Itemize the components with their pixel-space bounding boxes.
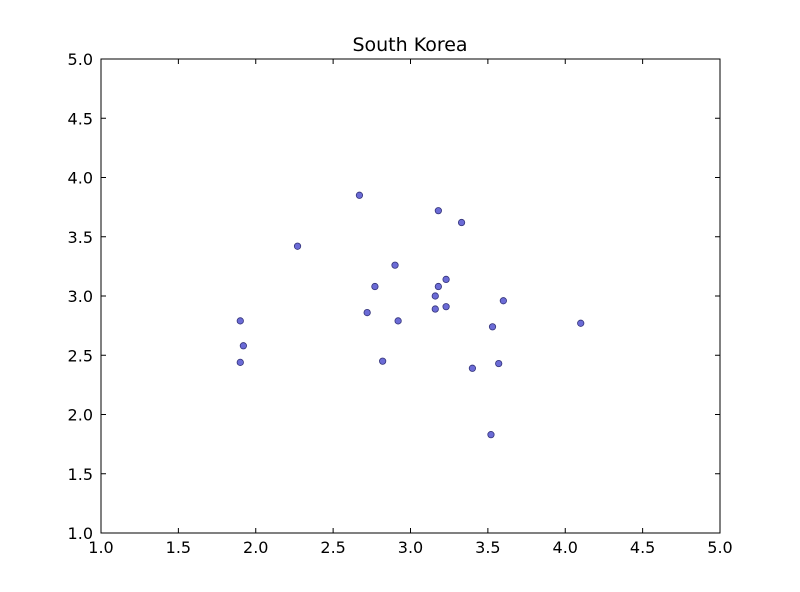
scatter-point bbox=[371, 282, 379, 291]
scatter-point bbox=[236, 317, 244, 325]
x-tick-label: 4.0 bbox=[553, 538, 578, 557]
ticks-layer: 1.0 1.5 2.0 2.5 3.0 3.5 4.0 4.5 5.0 1.0 1.5 2.0 2.5 3… bbox=[68, 50, 733, 557]
x-tick-label: 5.0 bbox=[707, 538, 732, 557]
scatter-point bbox=[495, 359, 503, 368]
x-tick-label: 2.0 bbox=[243, 538, 268, 557]
scatter-point bbox=[434, 207, 442, 215]
y-tick-label: 3.0 bbox=[68, 287, 93, 306]
scatter-point bbox=[442, 275, 450, 284]
scatter-point bbox=[394, 317, 402, 325]
y-tick-label: 2.0 bbox=[68, 406, 93, 425]
scatter-point bbox=[488, 323, 497, 331]
scatter-point bbox=[239, 342, 247, 350]
scatter-point bbox=[434, 282, 442, 291]
plot-frame bbox=[100, 58, 721, 534]
scatter-point bbox=[355, 191, 364, 199]
y-tick-label: 5.0 bbox=[68, 50, 93, 69]
x-tick-label: 1.0 bbox=[88, 538, 113, 557]
x-tick-label: 2.5 bbox=[320, 538, 345, 557]
scatter-point bbox=[499, 297, 507, 305]
chart-title: South Korea bbox=[352, 34, 467, 56]
y-tick-label: 1.0 bbox=[68, 524, 93, 543]
y-tick-label: 1.5 bbox=[68, 465, 93, 484]
scatter-point bbox=[363, 308, 371, 317]
scatter-point bbox=[577, 319, 585, 327]
scatter-point bbox=[391, 261, 399, 269]
scatter-point bbox=[442, 303, 450, 311]
x-tick-label: 3.5 bbox=[475, 538, 500, 557]
y-tick-label: 2.5 bbox=[68, 346, 93, 365]
points-layer bbox=[236, 191, 585, 439]
scatter-point bbox=[236, 358, 244, 366]
scatter-point bbox=[431, 292, 439, 300]
scatter-point bbox=[487, 431, 495, 439]
y-tick-label: 3.5 bbox=[68, 228, 93, 247]
y-tick-label: 4.5 bbox=[68, 109, 93, 128]
scatter-point bbox=[468, 364, 476, 372]
scatter-point bbox=[431, 305, 439, 313]
scatter-point bbox=[457, 218, 466, 227]
x-tick-label: 1.5 bbox=[166, 538, 191, 557]
scatter-point bbox=[293, 242, 302, 250]
y-tick-label: 4.0 bbox=[68, 169, 93, 188]
x-tick-label: 3.0 bbox=[398, 538, 423, 557]
scatter-point bbox=[379, 357, 387, 365]
x-tick-label: 4.5 bbox=[630, 538, 655, 557]
